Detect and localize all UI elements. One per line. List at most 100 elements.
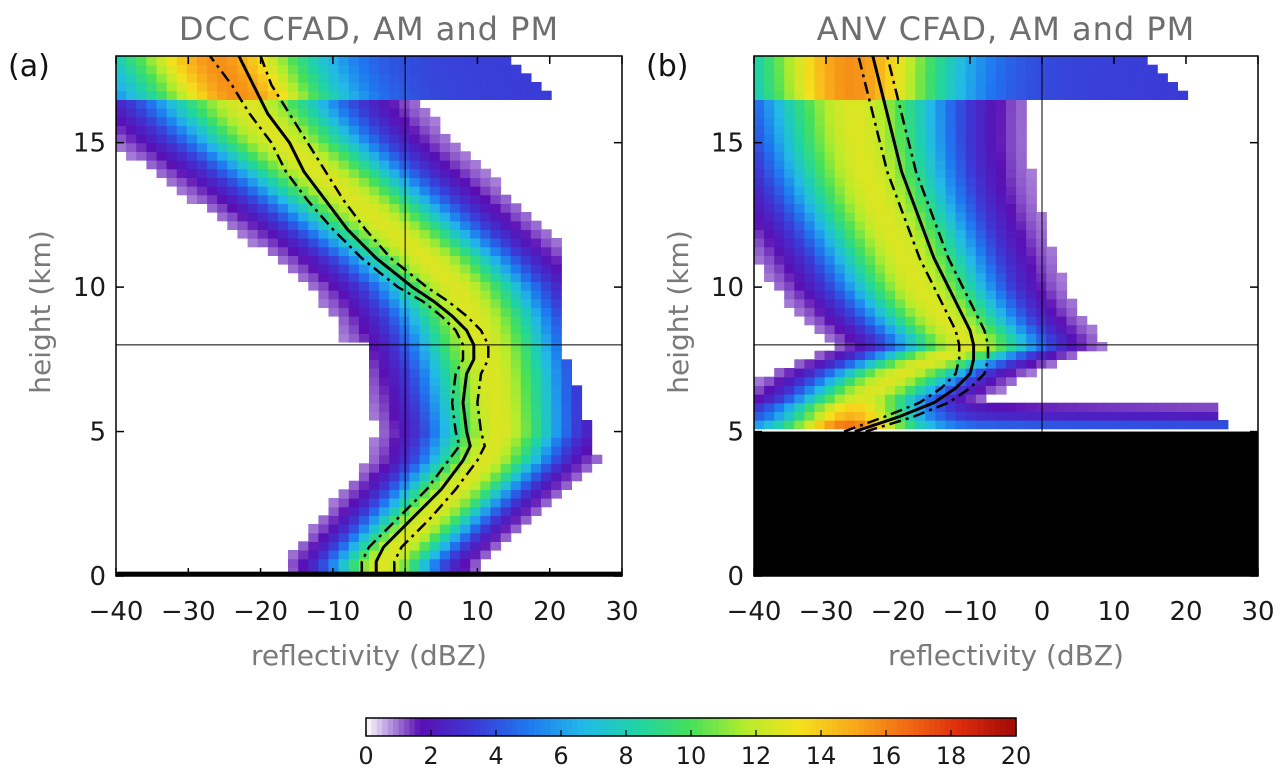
heatmap-cell [439,420,451,430]
heatmap-cell [369,541,380,551]
heatmap-cell [409,203,421,213]
heatmap-cell [500,272,512,282]
x-tick-label: −30 [799,597,854,627]
heatmap-cell [885,56,896,66]
heatmap-cell [551,437,562,447]
colorbar-segment [815,718,822,736]
heatmap-cell [774,281,785,291]
heatmap-cell [784,368,795,378]
heatmap-cell [389,359,400,369]
heatmap-cell [864,82,876,92]
heatmap-cell [774,272,785,282]
heatmap-cell [480,498,491,508]
heatmap-cell [429,264,441,274]
heatmap-cell [470,186,481,196]
heatmap-cell [1086,420,1098,430]
heatmap-cell [875,220,886,230]
heatmap-cell [915,203,926,213]
heatmap-cell [551,255,562,265]
heatmap-cell [995,64,1007,74]
heatmap-cell [369,550,380,560]
heatmap-cell [925,177,937,187]
heatmap-cell [945,186,957,196]
heatmap-cell [369,142,380,152]
heatmap-cell [439,368,451,378]
heatmap-cell [156,125,168,135]
heatmap-cell [186,64,198,74]
heatmap-cell [854,194,866,204]
chart-title: DCC CFAD, AM and PM [179,10,559,48]
heatmap-cell [510,359,522,369]
heatmap-cell [995,272,1007,282]
heatmap-cell [389,73,400,83]
heatmap-cell [1167,90,1178,100]
heatmap-cell [460,264,471,274]
heatmap-cell [338,73,350,83]
heatmap-cell [945,420,957,430]
heatmap-cell [875,108,886,118]
heatmap-cell [348,316,360,326]
heatmap-cell [814,394,826,404]
heatmap-cell [975,99,987,109]
heatmap-cell [338,99,350,109]
heatmap-cell [500,506,512,516]
heatmap-cell [217,108,228,118]
heatmap-cell [450,359,461,369]
heatmap-cell [490,194,502,204]
heatmap-cell [166,125,178,135]
heatmap-cell [1026,298,1037,308]
heatmap-cell [348,480,360,490]
heatmap-cell [450,64,461,74]
heatmap-cell [470,160,481,170]
heatmap-cell [267,246,279,256]
heatmap-cell [439,350,451,360]
heatmap-cell [338,498,350,508]
heatmap-cell [541,272,552,282]
heatmap-cell [480,298,491,308]
heatmap-cell [965,402,977,412]
heatmap-cell [450,281,461,291]
heatmap-cell [460,160,471,170]
heatmap-cell [429,64,441,74]
heatmap-cell [854,333,866,343]
heatmap-cell [480,90,491,100]
heatmap-cell [955,324,967,334]
heatmap-cell [379,108,390,118]
heatmap-cell [369,498,380,508]
x-tick-label: −40 [727,597,782,627]
heatmap-cell [561,454,572,464]
heatmap-cell [439,229,451,239]
heatmap-cell [186,194,198,204]
heatmap-cell [925,307,937,317]
colorbar-segment [799,718,806,736]
heatmap-cell [419,550,431,560]
heatmap-cell [995,359,1007,369]
heatmap-cell [834,281,846,291]
heatmap-cell [510,229,522,239]
heatmap-cell [530,281,542,291]
heatmap-cell [1046,64,1057,74]
heatmap-cell [480,82,491,92]
heatmap-cell [561,385,572,395]
heatmap-cell [1076,324,1088,334]
heatmap-cell [885,73,896,83]
heatmap-cell [854,142,866,152]
heatmap-cell [257,194,269,204]
heatmap-cell [1006,64,1017,74]
heatmap-cell [480,437,491,447]
heatmap-cell [520,290,532,300]
heatmap-cell [217,125,228,135]
heatmap-cell [1006,125,1017,135]
heatmap-cell [985,342,997,352]
heatmap-cell [409,350,421,360]
heatmap-cell [358,480,370,490]
heatmap-cell [925,385,937,395]
heatmap-cell [925,281,937,291]
heatmap-cell [824,290,836,300]
heatmap-cell [1016,333,1027,343]
heatmap-cell [834,125,846,135]
heatmap-cell [1086,82,1098,92]
heatmap-cell [895,376,906,386]
heatmap-cell [975,255,987,265]
heatmap-cell [227,73,238,83]
